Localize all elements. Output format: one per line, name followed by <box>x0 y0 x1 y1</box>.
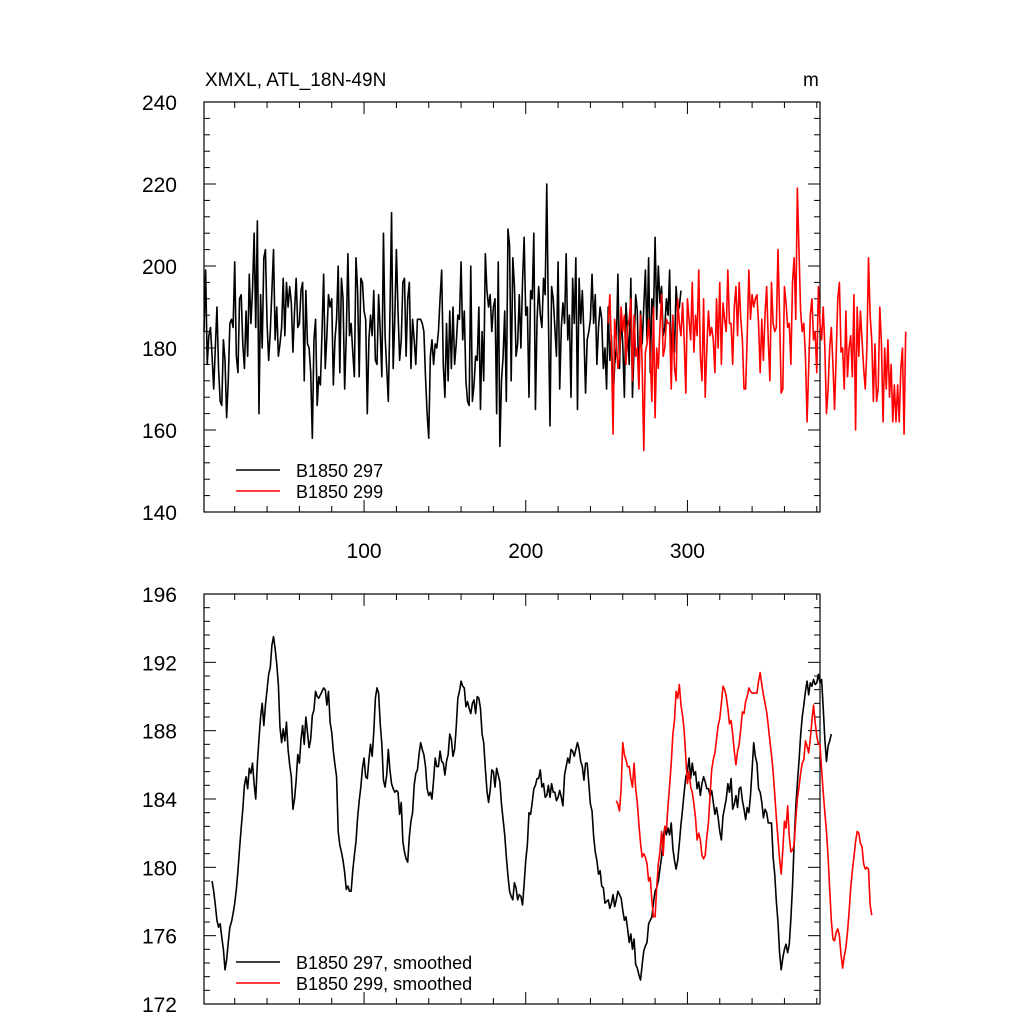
y-tick-label: 196 <box>142 584 177 607</box>
y-tick-label: 240 <box>142 92 177 115</box>
legend-label: B1850 297, smoothed <box>296 953 472 973</box>
chart-title: XMXL, ATL_18N-49N <box>205 70 386 91</box>
x-tick-label: 300 <box>670 540 705 563</box>
legend-label: B1850 297 <box>296 461 383 481</box>
tick-marks <box>204 593 820 1005</box>
y-tick-label: 220 <box>142 174 177 197</box>
x-tick-label: 200 <box>508 540 543 563</box>
series-line-2 <box>615 671 873 969</box>
series-line-1 <box>203 183 682 448</box>
series-line-2 <box>607 187 907 452</box>
y-tick-label: 160 <box>142 420 177 443</box>
y-tick-label: 200 <box>142 256 177 279</box>
y-tick-label: 192 <box>142 652 177 675</box>
tick-marks <box>204 101 820 513</box>
top-panel: 140 160 180 200 220 240 100 200 300 B1850 297B185… <box>142 92 907 563</box>
y-tick-label: 172 <box>142 994 177 1017</box>
legend-label: B1850 299, smoothed <box>296 974 472 994</box>
y-tick-label: 176 <box>142 926 177 949</box>
bottom-panel: 172 176 180 184 188 192 196 B1850 297, smoothed… <box>142 584 873 1017</box>
y-tick-label: 140 <box>142 502 177 525</box>
plot-frame <box>203 593 821 1005</box>
x-tick-label: 100 <box>347 540 382 563</box>
chart-units: m <box>803 70 819 91</box>
y-tick-label: 180 <box>142 338 177 361</box>
y-tick-label: 180 <box>142 857 177 880</box>
legend-label: B1850 299 <box>296 482 383 502</box>
y-tick-label: 184 <box>142 789 177 812</box>
y-tick-label: 188 <box>142 721 177 744</box>
series-line-1 <box>211 635 833 981</box>
